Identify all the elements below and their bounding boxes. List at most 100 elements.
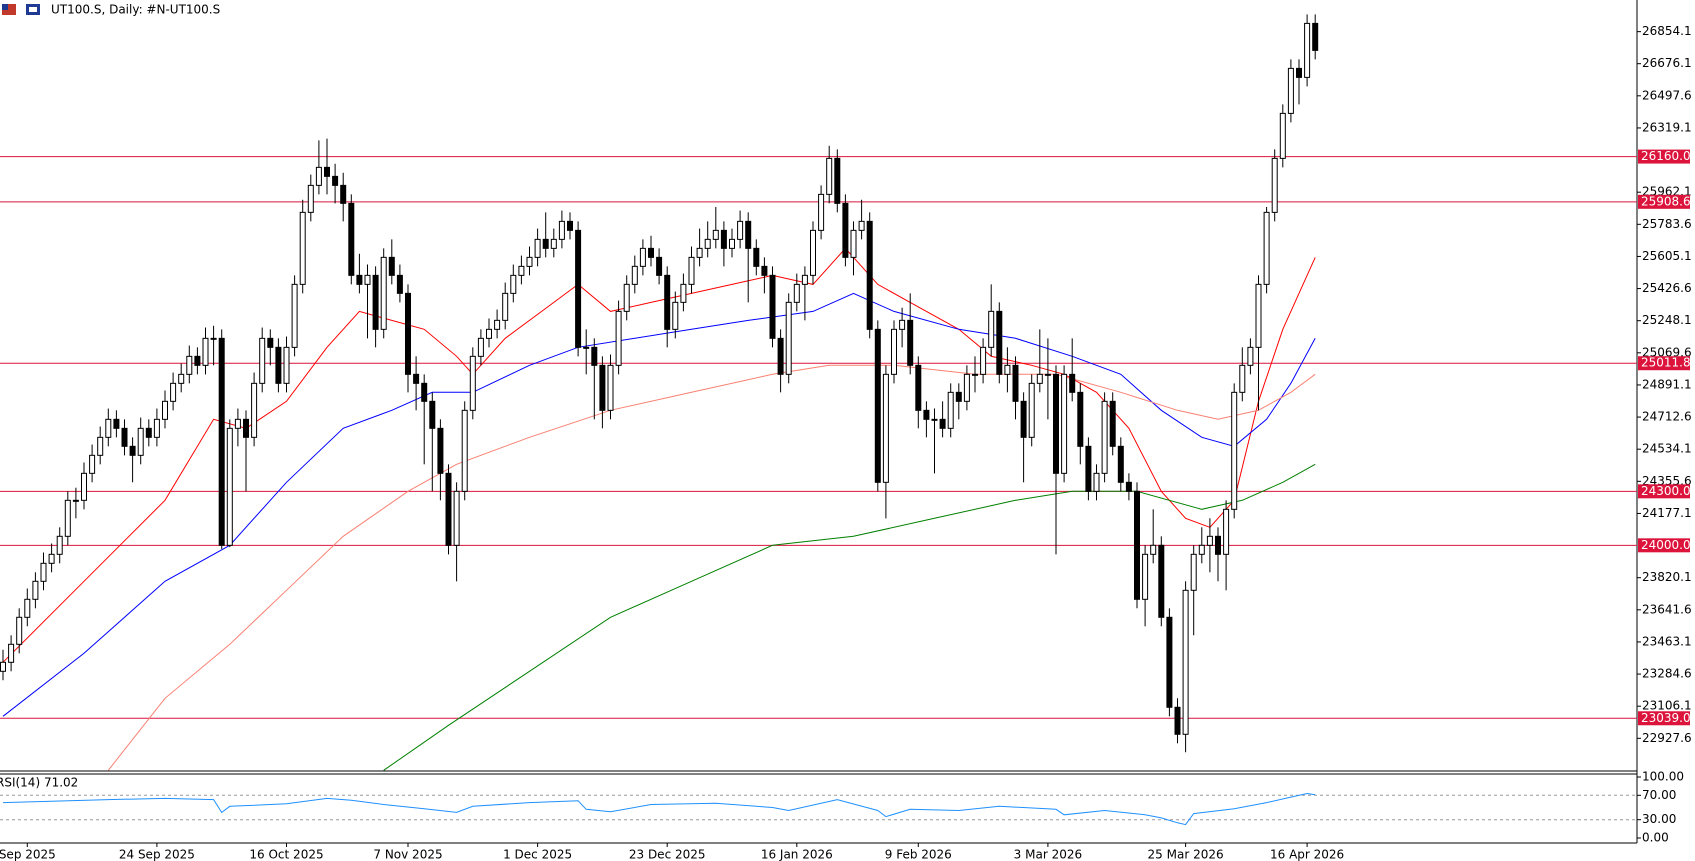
candle-body xyxy=(218,337,225,546)
candle-body xyxy=(437,427,444,474)
candle-body xyxy=(1044,373,1051,376)
candle-body xyxy=(696,247,703,258)
candle-body xyxy=(461,409,468,492)
candle-body xyxy=(48,553,55,564)
y-tick-label: 25069.6 xyxy=(1642,345,1692,359)
candle-body xyxy=(720,229,727,249)
candle-body xyxy=(672,301,679,330)
rsi-title: RSI(14) 71.02 xyxy=(0,776,78,790)
candle-body xyxy=(1020,400,1027,438)
candle-body xyxy=(380,256,387,330)
candle-body xyxy=(97,436,104,456)
candle-body xyxy=(558,220,565,240)
y-tick-label: 24534.1 xyxy=(1642,442,1692,456)
y-tick-label: 23106.1 xyxy=(1642,699,1692,713)
y-tick-label: 26854.1 xyxy=(1642,24,1692,38)
x-tick-label: 16 Oct 2025 xyxy=(249,848,323,861)
rsi-y-tick-label: 70.00 xyxy=(1642,788,1676,802)
candle-body xyxy=(129,445,136,456)
y-tick-label: 24891.1 xyxy=(1642,377,1692,391)
candle-body xyxy=(1125,481,1132,492)
x-tick-label: Sep 2025 xyxy=(0,848,56,861)
candle-body xyxy=(413,373,420,384)
candle-body xyxy=(801,274,808,285)
y-tick-label: 25783.6 xyxy=(1642,217,1692,231)
candle-body xyxy=(534,238,541,258)
candle-body xyxy=(16,616,23,645)
candle-body xyxy=(469,355,476,411)
flag-icon-canton xyxy=(2,4,8,10)
x-tick-label: 7 Nov 2025 xyxy=(373,848,442,861)
candle-body xyxy=(194,355,201,366)
candle-body xyxy=(477,337,484,357)
candle-body xyxy=(1085,445,1092,492)
level-label-box xyxy=(1638,194,1690,209)
candle-body xyxy=(631,265,638,285)
candle-body xyxy=(162,400,168,420)
candle-body xyxy=(372,274,379,330)
candle-body xyxy=(1053,373,1059,474)
candle-body xyxy=(259,337,266,384)
candle-body xyxy=(243,418,249,438)
candle-body xyxy=(939,418,946,429)
y-tick-label: 25248.1 xyxy=(1642,313,1692,327)
candle-body xyxy=(923,409,930,420)
level-label-box xyxy=(1638,484,1690,499)
candle-body xyxy=(599,364,606,411)
candle-body xyxy=(1296,67,1302,78)
level-label: 24300.0 xyxy=(1641,484,1691,498)
candle-body xyxy=(121,427,128,447)
x-tick-label: 1 Dec 2025 xyxy=(503,848,572,861)
candle-body xyxy=(8,643,15,663)
candle-body xyxy=(388,256,395,276)
candle-body xyxy=(356,274,363,285)
level-label: 23039.0 xyxy=(1641,711,1691,725)
candle-body xyxy=(105,418,112,438)
candle-body xyxy=(1036,373,1043,384)
candle-body xyxy=(550,238,557,249)
candle-body xyxy=(882,373,889,483)
candle-body xyxy=(704,238,711,249)
candle-body xyxy=(1247,346,1254,366)
candle-body xyxy=(656,256,663,276)
candle-body xyxy=(283,346,290,384)
candle-body xyxy=(648,247,654,258)
y-tick-label: 26676.1 xyxy=(1642,56,1692,70)
candle-body xyxy=(56,535,63,555)
candle-body xyxy=(858,220,865,231)
candle-body xyxy=(405,292,411,375)
level-label: 24000.0 xyxy=(1641,538,1691,552)
candle-body xyxy=(1304,22,1311,78)
moving-average-line xyxy=(383,463,1316,771)
candle-body xyxy=(712,229,719,240)
x-tick-label: 24 Sep 2025 xyxy=(119,848,195,861)
candle-body xyxy=(575,229,582,348)
y-tick-label: 24177.1 xyxy=(1642,506,1692,520)
candle-body xyxy=(210,337,217,340)
y-tick-label: 23641.6 xyxy=(1642,602,1692,616)
candle-body xyxy=(1004,364,1011,375)
moving-average-line xyxy=(2,292,1316,717)
candle-body xyxy=(963,373,970,402)
y-tick-label: 23284.6 xyxy=(1642,667,1692,681)
candle-body xyxy=(429,400,436,429)
candle-body xyxy=(251,382,258,438)
candle-body xyxy=(810,229,816,276)
level-label-box xyxy=(1638,149,1690,164)
candle-body xyxy=(583,346,590,349)
candle-body xyxy=(607,364,614,411)
candle-body xyxy=(818,193,825,231)
candle-body xyxy=(364,274,371,285)
candle-body xyxy=(955,391,962,402)
rsi-y-tick-label: 30.00 xyxy=(1642,812,1676,826)
candle-body xyxy=(226,427,233,546)
candle-body xyxy=(32,580,39,600)
candle-body xyxy=(680,283,687,303)
candle-body xyxy=(170,382,177,402)
candle-body xyxy=(1061,373,1068,474)
candle-body xyxy=(234,418,241,429)
candle-body xyxy=(623,283,630,312)
chart-icon-inner xyxy=(29,7,37,12)
y-tick-label: 23463.1 xyxy=(1642,634,1692,648)
candle-body xyxy=(72,499,79,502)
